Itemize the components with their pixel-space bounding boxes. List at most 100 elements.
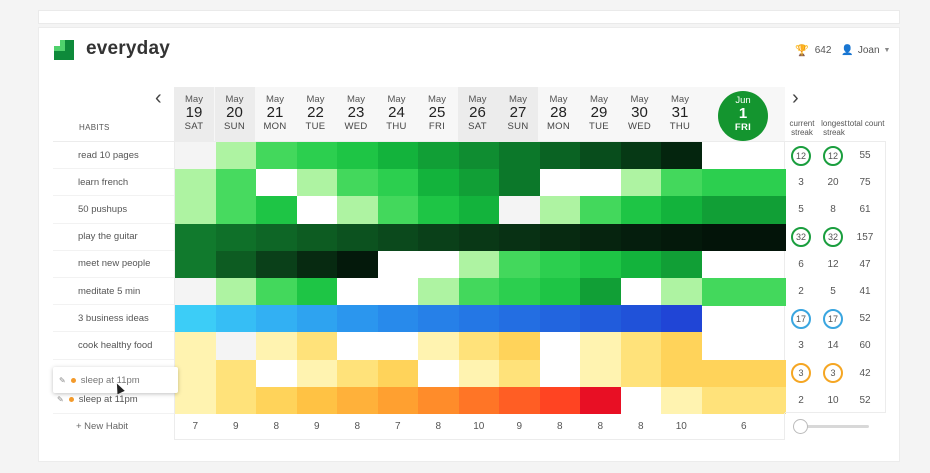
- habit-day-cell[interactable]: [418, 278, 459, 306]
- habit-row[interactable]: 3 business ideas: [53, 305, 175, 333]
- habit-day-cell[interactable]: [296, 305, 338, 333]
- habit-day-cell[interactable]: [499, 332, 540, 361]
- habit-day-cell[interactable]: [499, 223, 540, 252]
- habit-day-cell[interactable]: [539, 250, 581, 279]
- habit-day-cell[interactable]: [580, 250, 621, 279]
- date-column-header[interactable]: May 19 SAT: [184, 94, 204, 132]
- habit-day-cell[interactable]: [377, 386, 419, 415]
- habit-day-cell[interactable]: [215, 305, 257, 333]
- habit-day-cell[interactable]: [661, 196, 702, 225]
- habit-day-cell[interactable]: [337, 142, 378, 170]
- user-name[interactable]: Joan: [857, 45, 880, 56]
- habit-day-cell[interactable]: [620, 223, 662, 252]
- habit-row[interactable]: meet new people: [53, 251, 175, 278]
- habit-day-cell[interactable]: [175, 332, 216, 361]
- date-column-header[interactable]: May 26 SAT: [468, 94, 487, 132]
- habit-day-cell[interactable]: [580, 223, 621, 252]
- habit-day-cell[interactable]: [458, 359, 500, 388]
- habit-day-cell[interactable]: [620, 359, 662, 388]
- habit-day-cell[interactable]: [539, 223, 581, 252]
- habit-day-cell[interactable]: [580, 278, 621, 306]
- habit-day-cell[interactable]: [377, 278, 419, 306]
- habit-day-cell[interactable]: [377, 250, 419, 279]
- habit-day-cell[interactable]: [499, 386, 540, 415]
- habit-day-cell[interactable]: [256, 196, 297, 225]
- date-column-header[interactable]: May 28 MON: [546, 94, 571, 132]
- habit-day-cell[interactable]: [377, 359, 419, 388]
- habit-day-cell[interactable]: [499, 305, 540, 333]
- habit-day-cell[interactable]: [377, 223, 419, 252]
- habit-day-cell[interactable]: [418, 305, 459, 333]
- habit-day-cell[interactable]: [539, 196, 581, 225]
- habit-day-cell[interactable]: [661, 305, 702, 333]
- habit-day-cell[interactable]: [418, 223, 459, 252]
- habit-day-cell[interactable]: [661, 250, 702, 279]
- habit-day-cell[interactable]: [580, 305, 621, 333]
- habit-day-cell[interactable]: [661, 278, 702, 306]
- habit-day-cell[interactable]: [256, 386, 297, 415]
- habit-day-cell[interactable]: [620, 386, 662, 415]
- habit-day-cell[interactable]: [175, 223, 216, 252]
- habit-day-cell[interactable]: [337, 386, 378, 415]
- habit-day-cell[interactable]: [296, 223, 338, 252]
- habit-day-cell[interactable]: [661, 169, 702, 197]
- habit-day-cell[interactable]: [337, 250, 378, 279]
- habit-day-cell[interactable]: [499, 250, 540, 279]
- habit-day-cell[interactable]: [418, 250, 459, 279]
- habit-day-cell[interactable]: [458, 223, 500, 252]
- habit-row[interactable]: meditate 5 min: [53, 278, 175, 306]
- habit-day-cell[interactable]: [296, 278, 338, 306]
- habit-day-cell[interactable]: [418, 169, 459, 197]
- habit-day-cell[interactable]: [620, 332, 662, 361]
- habit-day-cell[interactable]: [256, 169, 297, 197]
- habit-day-cell[interactable]: [418, 332, 459, 361]
- habit-day-cell[interactable]: [499, 142, 540, 170]
- habit-day-cell[interactable]: [175, 305, 216, 333]
- habit-day-cell[interactable]: [296, 332, 338, 361]
- dragging-habit[interactable]: ✎ sleep at 11pm: [53, 367, 178, 393]
- date-column-header[interactable]: May 27 SUN: [507, 94, 529, 132]
- habit-row[interactable]: learn french: [53, 169, 175, 197]
- habit-day-cell[interactable]: [580, 359, 621, 388]
- habit-day-cell[interactable]: [620, 250, 662, 279]
- user-menu[interactable]: 🏆 642 👤 Joan ▼: [795, 44, 890, 57]
- habit-day-cell[interactable]: [620, 196, 662, 225]
- habit-day-cell[interactable]: [256, 278, 297, 306]
- habit-row[interactable]: read 10 pages: [53, 142, 175, 170]
- habit-day-cell[interactable]: [337, 169, 378, 197]
- chevron-left-icon[interactable]: ‹: [155, 87, 162, 109]
- habit-day-cell[interactable]: [215, 142, 257, 170]
- habit-day-cell[interactable]: [256, 223, 297, 252]
- pencil-icon[interactable]: ✎: [59, 375, 66, 385]
- habit-day-cell[interactable]: [742, 169, 783, 197]
- habit-day-cell[interactable]: [296, 359, 338, 388]
- habit-day-cell[interactable]: [377, 305, 419, 333]
- habit-day-cell[interactable]: [215, 386, 257, 415]
- habit-day-cell[interactable]: [499, 196, 540, 225]
- habit-day-cell[interactable]: [458, 305, 500, 333]
- habit-day-cell[interactable]: [175, 169, 216, 197]
- chevron-right-icon[interactable]: ›: [792, 87, 799, 109]
- habit-day-cell[interactable]: [539, 142, 581, 170]
- habit-day-cell[interactable]: [742, 359, 783, 388]
- habit-day-cell[interactable]: [458, 386, 500, 415]
- habit-day-cell[interactable]: [215, 250, 257, 279]
- habit-day-cell[interactable]: [175, 142, 216, 170]
- habit-day-cell[interactable]: [337, 223, 378, 252]
- habit-day-cell[interactable]: [215, 169, 257, 197]
- habit-row[interactable]: ✎ sleep at 11pm: [53, 387, 175, 414]
- habit-day-cell[interactable]: [458, 278, 500, 306]
- habit-day-cell[interactable]: [377, 142, 419, 170]
- habit-day-cell[interactable]: [175, 278, 216, 306]
- habit-day-cell[interactable]: [337, 359, 378, 388]
- habit-day-cell[interactable]: [256, 359, 297, 388]
- habit-day-cell[interactable]: [580, 386, 621, 415]
- habit-day-cell[interactable]: [499, 278, 540, 306]
- habit-day-cell[interactable]: [377, 169, 419, 197]
- habit-day-cell[interactable]: [580, 196, 621, 225]
- habit-day-cell[interactable]: [580, 332, 621, 361]
- habit-day-cell[interactable]: [620, 142, 662, 170]
- habit-day-cell[interactable]: [620, 278, 662, 306]
- habit-day-cell[interactable]: [742, 196, 783, 225]
- date-column-header[interactable]: May 23 WED: [344, 94, 368, 132]
